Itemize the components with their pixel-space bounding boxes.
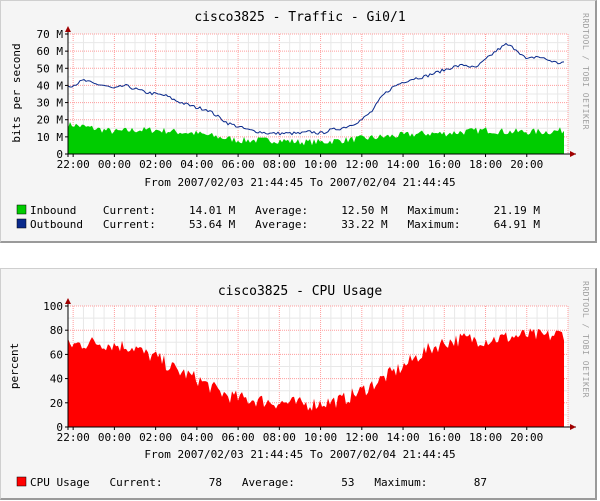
x-tick-label: 22:00: [57, 158, 90, 171]
cpu-axes: [65, 298, 576, 430]
y-tick-label: 30 M: [37, 97, 64, 110]
x-tick-label: 12:00: [345, 158, 378, 171]
x-tick-label: 16:00: [428, 158, 461, 171]
x-tick-label: 22:00: [57, 431, 90, 444]
legend-swatch-outbound: [16, 218, 27, 229]
cpu-time-range: From 2007/02/03 21:44:45 To 2007/02/04 2…: [144, 448, 455, 461]
legend-outbound: Outbound Current: 53.64 M Average: 33.22…: [30, 218, 540, 231]
cpu-tick-labels: 0 20 40 60 80 100 22:00 00:00 02:00 04:00 06:00 08:…: [43, 300, 543, 444]
x-tick-label: 06:00: [222, 431, 255, 444]
x-tick-label: 02:00: [139, 431, 172, 444]
legend-swatch-cpu: [16, 476, 27, 487]
x-tick-label: 08:00: [263, 431, 296, 444]
y-tick-label: 0: [56, 148, 63, 161]
x-tick-label: 00:00: [98, 158, 131, 171]
legend-swatch-inbound: [16, 204, 27, 215]
x-tick-label: 02:00: [139, 158, 172, 171]
cpu-chart-title: cisco3825 - CPU Usage: [218, 284, 383, 299]
traffic-chart: cisco3825 - Traffic - Gi0/1 bits per sec…: [10, 10, 590, 231]
x-tick-label: 06:00: [222, 158, 255, 171]
x-tick-label: 20:00: [510, 158, 543, 171]
cpu-graph-panel: cisco3825 - CPU Usage percent RRDTOOL / …: [0, 268, 597, 500]
x-tick-label: 14:00: [386, 158, 419, 171]
rrdtool-watermark: RRDTOOL / TOBI OETIKER: [581, 13, 590, 130]
y-tick-label: 70 M: [37, 28, 64, 41]
x-axis-arrow: [570, 424, 576, 430]
traffic-time-range: From 2007/02/03 21:44:45 To 2007/02/04 2…: [144, 176, 455, 189]
y-tick-label: 50 M: [37, 62, 64, 75]
series-line-outbound: [67, 42, 565, 136]
series-area-inbound: [68, 122, 564, 154]
traffic-marks: [67, 42, 565, 154]
series-area-cpu-usage: [68, 328, 564, 427]
traffic-graph-panel: cisco3825 - Traffic - Gi0/1 bits per sec…: [0, 0, 597, 243]
y-tick-label: 100: [43, 300, 63, 313]
y-tick-label: 0: [56, 421, 63, 434]
traffic-y-axis-label: bits per second: [10, 43, 23, 142]
legend-cpu: CPU Usage Current: 78 Average: 53 Maximu…: [30, 476, 487, 489]
y-tick-label: 20: [50, 397, 63, 410]
traffic-axes: [65, 26, 576, 157]
x-axis-arrow: [570, 151, 576, 157]
x-tick-label: 10:00: [304, 431, 337, 444]
rrdtool-watermark-cpu: RRDTOOL / TOBI OETIKER: [581, 281, 590, 398]
x-tick-label: 04:00: [180, 431, 213, 444]
x-tick-label: 16:00: [428, 431, 461, 444]
traffic-chart-title: cisco3825 - Traffic - Gi0/1: [194, 10, 405, 25]
x-tick-label: 00:00: [98, 431, 131, 444]
x-tick-label: 04:00: [180, 158, 213, 171]
x-tick-label: 14:00: [386, 431, 419, 444]
cpu-y-axis-label: percent: [8, 343, 21, 389]
y-tick-label: 60 M: [37, 45, 64, 58]
y-tick-label: 40: [50, 373, 63, 386]
y-tick-label: 10 M: [37, 131, 64, 144]
x-tick-label: 12:00: [345, 431, 378, 444]
x-tick-label: 20:00: [510, 431, 543, 444]
cpu-chart: cisco3825 - CPU Usage percent RRDTOOL / …: [8, 281, 590, 489]
x-tick-label: 08:00: [263, 158, 296, 171]
x-tick-label: 10:00: [304, 158, 337, 171]
cpu-marks: [68, 328, 564, 427]
y-tick-label: 60: [50, 348, 63, 361]
y-axis-arrow: [65, 26, 71, 32]
y-axis-arrow: [65, 298, 71, 304]
x-tick-label: 18:00: [469, 431, 502, 444]
x-tick-label: 18:00: [469, 158, 502, 171]
y-tick-label: 20 M: [37, 114, 64, 127]
traffic-tick-labels: 0 10 M 20 M 30 M 40 M 50 M 60 M 70 M 22:00 00:00 0…: [37, 28, 544, 171]
legend-inbound: Inbound Current: 14.01 M Average: 12.50 …: [30, 204, 540, 217]
y-tick-label: 40 M: [37, 79, 64, 92]
y-tick-label: 80: [50, 324, 63, 337]
